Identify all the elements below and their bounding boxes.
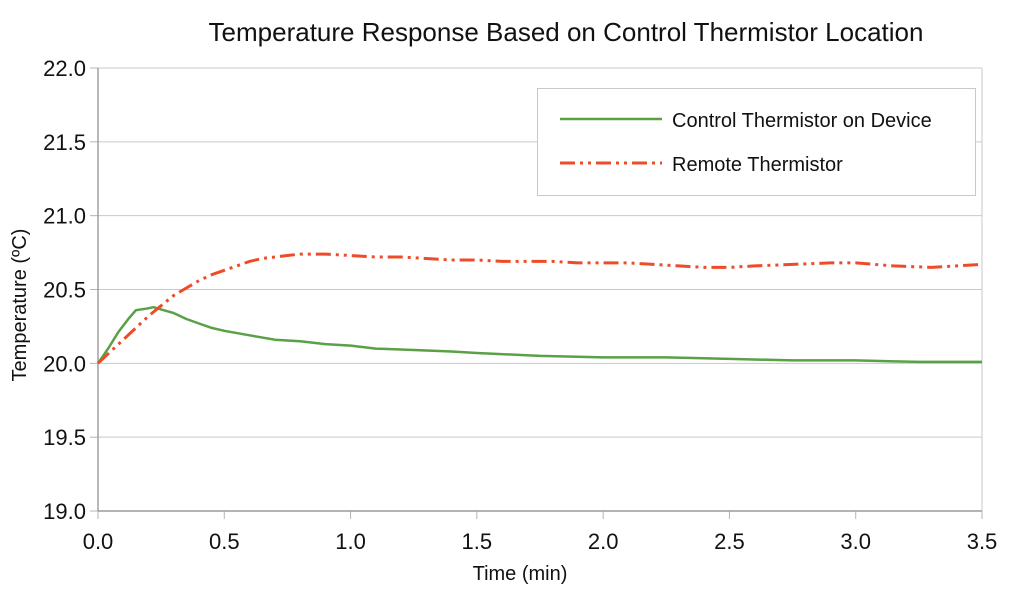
x-tick-label: 2.5 bbox=[714, 529, 745, 554]
x-tick-label: 3.5 bbox=[967, 529, 998, 554]
y-tick-label: 22.0 bbox=[43, 56, 86, 81]
series-line-remote-thermistor bbox=[96, 252, 983, 365]
x-tick-label: 1.0 bbox=[335, 529, 366, 554]
series-line-control-thermistor bbox=[96, 305, 982, 365]
x-tick-label: 0.5 bbox=[209, 529, 240, 554]
x-axis-title: Time (min) bbox=[473, 563, 568, 585]
x-tick-label: 3.0 bbox=[840, 529, 871, 554]
x-tick-label: 0.0 bbox=[83, 529, 114, 554]
x-tick-label: 2.0 bbox=[588, 529, 619, 554]
y-tick-label: 20.5 bbox=[43, 278, 86, 303]
chart-title: Temperature Response Based on Control Th… bbox=[209, 17, 924, 47]
y-axis-title: Temperature (ºC) bbox=[9, 229, 31, 382]
y-tick-label: 21.0 bbox=[43, 204, 86, 229]
axes bbox=[90, 67, 983, 519]
legend-label-remote: Remote Thermistor bbox=[672, 154, 843, 176]
y-tick-label: 19.5 bbox=[43, 425, 86, 450]
x-tick-label: 1.5 bbox=[462, 529, 493, 554]
legend-label-control: Control Thermistor on Device bbox=[672, 110, 932, 132]
y-tick-label: 19.0 bbox=[43, 499, 86, 524]
y-tick-label: 20.0 bbox=[43, 351, 86, 376]
tick-labels: 19.0 19.5 20.0 20.5 21.0 21.5 22.0 0.0 0.5 1.0 1.5… bbox=[43, 56, 997, 554]
legend-box bbox=[537, 88, 976, 196]
y-tick-label: 21.5 bbox=[43, 130, 86, 155]
legend: Control Thermistor on Device Remote Ther… bbox=[537, 88, 976, 196]
